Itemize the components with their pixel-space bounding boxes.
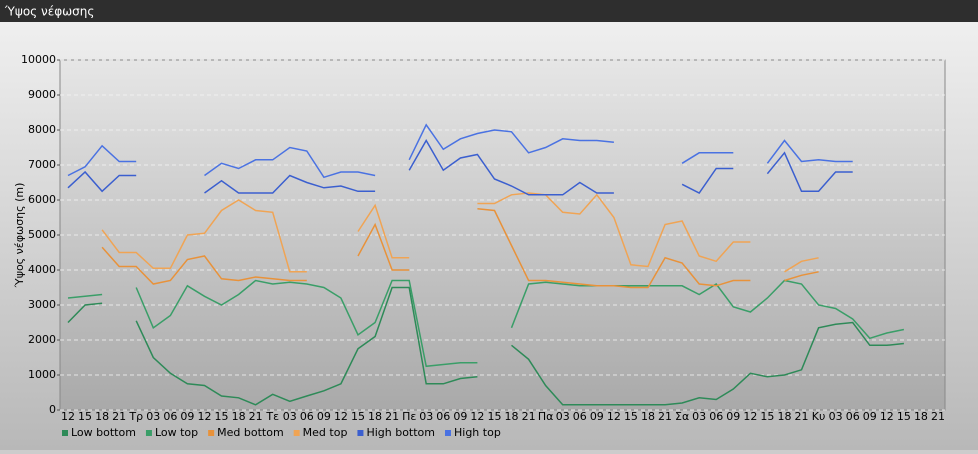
x-tick-label: 18 (232, 410, 246, 423)
title-bar (0, 0, 978, 22)
x-tick-label: 03 (146, 410, 160, 423)
x-tick-label: 03 (692, 410, 706, 423)
legend-label: High top (454, 426, 501, 439)
x-tick-label: 12 (61, 410, 75, 423)
x-tick-label: 18 (914, 410, 928, 423)
x-tick-label: 18 (95, 410, 109, 423)
x-tick-label: Σα (675, 410, 689, 423)
y-tick-label: 3000 (28, 298, 56, 311)
x-tick-label: 21 (249, 410, 263, 423)
y-tick-label: 5000 (28, 228, 56, 241)
x-tick-label: 12 (334, 410, 348, 423)
series-line (101, 208, 819, 289)
y-tick-label: 6000 (28, 193, 56, 206)
legend-label: Low top (155, 426, 198, 439)
x-tick-label: 09 (180, 410, 194, 423)
y-tick-label: 7000 (28, 158, 56, 171)
x-tick-label: 12 (880, 410, 894, 423)
x-tick-label: Πα (538, 410, 554, 423)
x-tick-label: 06 (846, 410, 860, 423)
x-tick-label: 03 (556, 410, 570, 423)
x-tick-label: 06 (573, 410, 587, 423)
x-tick-label: 06 (436, 410, 450, 423)
x-tick-label: 12 (743, 410, 757, 423)
x-tick-label: 21 (658, 410, 672, 423)
x-tick-label: 12 (607, 410, 621, 423)
legend-label: High bottom (366, 426, 435, 439)
x-tick-label: 15 (897, 410, 911, 423)
y-tick-label: 4000 (28, 263, 56, 276)
x-tick-label: 09 (453, 410, 467, 423)
x-tick-label: 09 (726, 410, 740, 423)
legend-label: Med bottom (217, 426, 284, 439)
legend-swatch (445, 430, 451, 436)
x-tick-label: 15 (215, 410, 229, 423)
x-tick-label: 12 (470, 410, 484, 423)
x-tick-label: 18 (505, 410, 519, 423)
x-tick-label: 21 (385, 410, 399, 423)
x-tick-label: 21 (795, 410, 809, 423)
y-tick-label: 1000 (28, 368, 56, 381)
y-tick-label: 8000 (28, 123, 56, 136)
x-tick-label: 15 (487, 410, 501, 423)
x-tick-label: 21 (112, 410, 126, 423)
legend-swatch (208, 430, 215, 436)
series-line (67, 286, 904, 406)
series-line (67, 123, 853, 179)
x-tick-label: 15 (760, 410, 774, 423)
x-tick-label: Πε (402, 410, 416, 423)
x-tick-label: 03 (419, 410, 433, 423)
x-tick-label: 06 (300, 410, 314, 423)
x-tick-label: 06 (163, 410, 177, 423)
x-tick-label: 18 (641, 410, 655, 423)
legend-label: Low bottom (71, 426, 136, 439)
y-tick-label: 10000 (21, 53, 56, 66)
legend-swatch (293, 430, 300, 436)
legend-swatch (145, 430, 152, 436)
series-line (101, 192, 819, 273)
x-tick-label: 06 (709, 410, 723, 423)
x-tick-label: 03 (829, 410, 843, 423)
x-tick-label: 12 (197, 410, 211, 423)
y-tick-label: 2000 (28, 333, 56, 346)
x-tick-label: 15 (351, 410, 365, 423)
x-tick-label: 18 (777, 410, 791, 423)
x-tick-label: 15 (78, 410, 92, 423)
x-tick-label: 03 (283, 410, 297, 423)
legend-label: Med top (303, 426, 348, 439)
series-line (67, 279, 905, 368)
legend-swatch (357, 430, 364, 436)
x-tick-label: 15 (624, 410, 638, 423)
legend-swatch (62, 430, 68, 436)
x-tick-label: Τε (265, 410, 279, 423)
y-axis-label: Ύψος νέφωσης (m) (13, 183, 26, 289)
x-tick-label: 21 (931, 410, 945, 423)
y-tick-label: 9000 (28, 88, 56, 101)
y-tick-label: 0 (49, 403, 56, 416)
x-tick-label: Τρ (128, 410, 143, 423)
series-line (67, 138, 853, 196)
x-tick-label: Κυ (812, 410, 826, 423)
window-title: Ύψος νέφωσης (4, 5, 94, 19)
x-tick-label: 21 (522, 410, 536, 423)
x-tick-label: 09 (590, 410, 604, 423)
x-tick-label: 18 (368, 410, 382, 423)
x-tick-label: 09 (317, 410, 331, 423)
x-tick-label: 09 (863, 410, 877, 423)
